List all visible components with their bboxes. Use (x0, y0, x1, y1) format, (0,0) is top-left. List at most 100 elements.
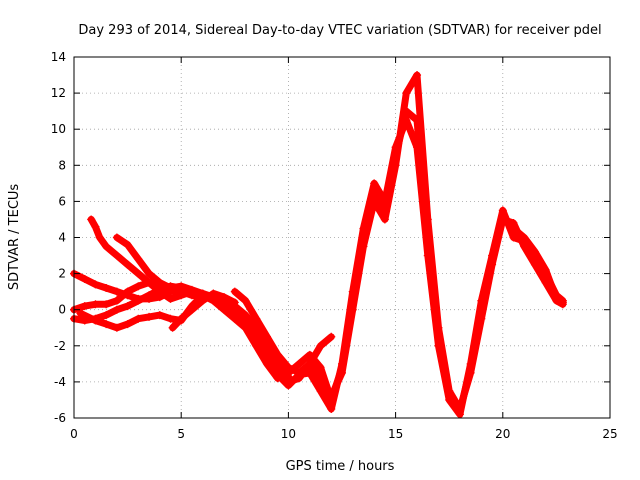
x-tick-label: 10 (281, 427, 296, 441)
data-point (552, 294, 561, 303)
data-point (123, 302, 132, 311)
data-point (338, 363, 346, 372)
data-point (166, 314, 175, 323)
data-point (413, 116, 422, 125)
data-point (134, 282, 143, 291)
data-point (145, 312, 154, 321)
data-point (102, 311, 111, 320)
data-point (102, 300, 111, 309)
data-point (166, 284, 175, 293)
data-point (134, 296, 143, 305)
data-point (434, 332, 443, 341)
data-point (370, 179, 379, 188)
data-point (402, 89, 411, 98)
y-tick-label: -4 (54, 375, 66, 389)
data-point (391, 152, 400, 161)
data-point (295, 359, 304, 368)
data-point (145, 291, 154, 300)
y-tick-label: 8 (58, 158, 66, 172)
data-point (102, 320, 111, 329)
data-point (305, 368, 314, 377)
series-line (231, 288, 335, 377)
data-point (295, 368, 304, 377)
data-point (123, 240, 132, 249)
data-point (80, 302, 89, 311)
data-point (209, 289, 218, 298)
data-point (87, 215, 96, 224)
data-point (520, 233, 529, 242)
data-point (230, 298, 239, 307)
data-point (220, 305, 229, 314)
data-point (380, 206, 389, 215)
data-point (112, 287, 121, 296)
data-point (477, 305, 486, 314)
y-tick-label: -2 (54, 339, 66, 353)
data-point (123, 260, 132, 269)
data-point (187, 285, 196, 294)
data-point (91, 280, 100, 289)
data-point (230, 287, 239, 296)
data-point (262, 332, 271, 341)
data-series (70, 71, 567, 419)
data-point (134, 314, 143, 323)
x-tick-label: 0 (70, 427, 78, 441)
data-point (155, 311, 164, 320)
series-trace-g (168, 289, 239, 332)
data-point (91, 222, 100, 231)
data-point (509, 224, 518, 233)
x-tick-label: 25 (602, 427, 617, 441)
data-point (123, 320, 132, 329)
data-point (134, 255, 143, 264)
axis-ticks: 0 5 10 15 20 25 -6 -4 -2 0 2 4 6 8 10 12 14 (51, 50, 618, 441)
data-point (155, 287, 164, 296)
data-point (166, 294, 175, 303)
data-point (112, 296, 121, 305)
series-line (70, 71, 567, 413)
data-point (348, 296, 357, 305)
data-point (262, 359, 271, 368)
y-tick-label: 10 (51, 122, 66, 136)
x-tick-label: 5 (177, 427, 185, 441)
data-point (134, 269, 143, 278)
data-point (284, 381, 293, 390)
data-point (168, 323, 177, 332)
data-point (187, 305, 196, 314)
data-point (509, 233, 518, 242)
chart-title: Day 293 of 2014, Sidereal Day-to-day VTE… (78, 23, 601, 38)
data-point (112, 233, 121, 242)
y-tick-label: 2 (58, 267, 66, 281)
data-point (91, 316, 100, 325)
series-line (70, 107, 567, 415)
data-point (327, 332, 336, 341)
data-point (112, 323, 121, 332)
data-point (530, 247, 539, 256)
y-tick-label: -6 (54, 411, 66, 425)
data-point (305, 359, 314, 368)
data-point (123, 287, 132, 296)
data-point (455, 406, 464, 415)
data-point (102, 242, 111, 251)
data-point (273, 359, 282, 368)
data-point (466, 363, 475, 372)
data-point (327, 404, 336, 413)
data-point (423, 233, 432, 242)
data-point (316, 341, 325, 350)
data-point (91, 300, 100, 309)
series-trace-h (230, 287, 336, 377)
data-point (177, 314, 186, 323)
data-point (230, 314, 239, 323)
data-point (177, 291, 186, 300)
data-point (241, 296, 250, 305)
data-point (488, 255, 497, 264)
data-point (241, 311, 250, 320)
data-point (177, 282, 186, 291)
data-point (252, 341, 261, 350)
data-point (241, 323, 250, 332)
data-point (380, 215, 389, 224)
data-point (558, 298, 567, 307)
y-tick-label: 12 (51, 86, 66, 100)
data-point (273, 374, 282, 383)
y-tick-label: 6 (58, 194, 66, 208)
data-point (252, 314, 261, 323)
